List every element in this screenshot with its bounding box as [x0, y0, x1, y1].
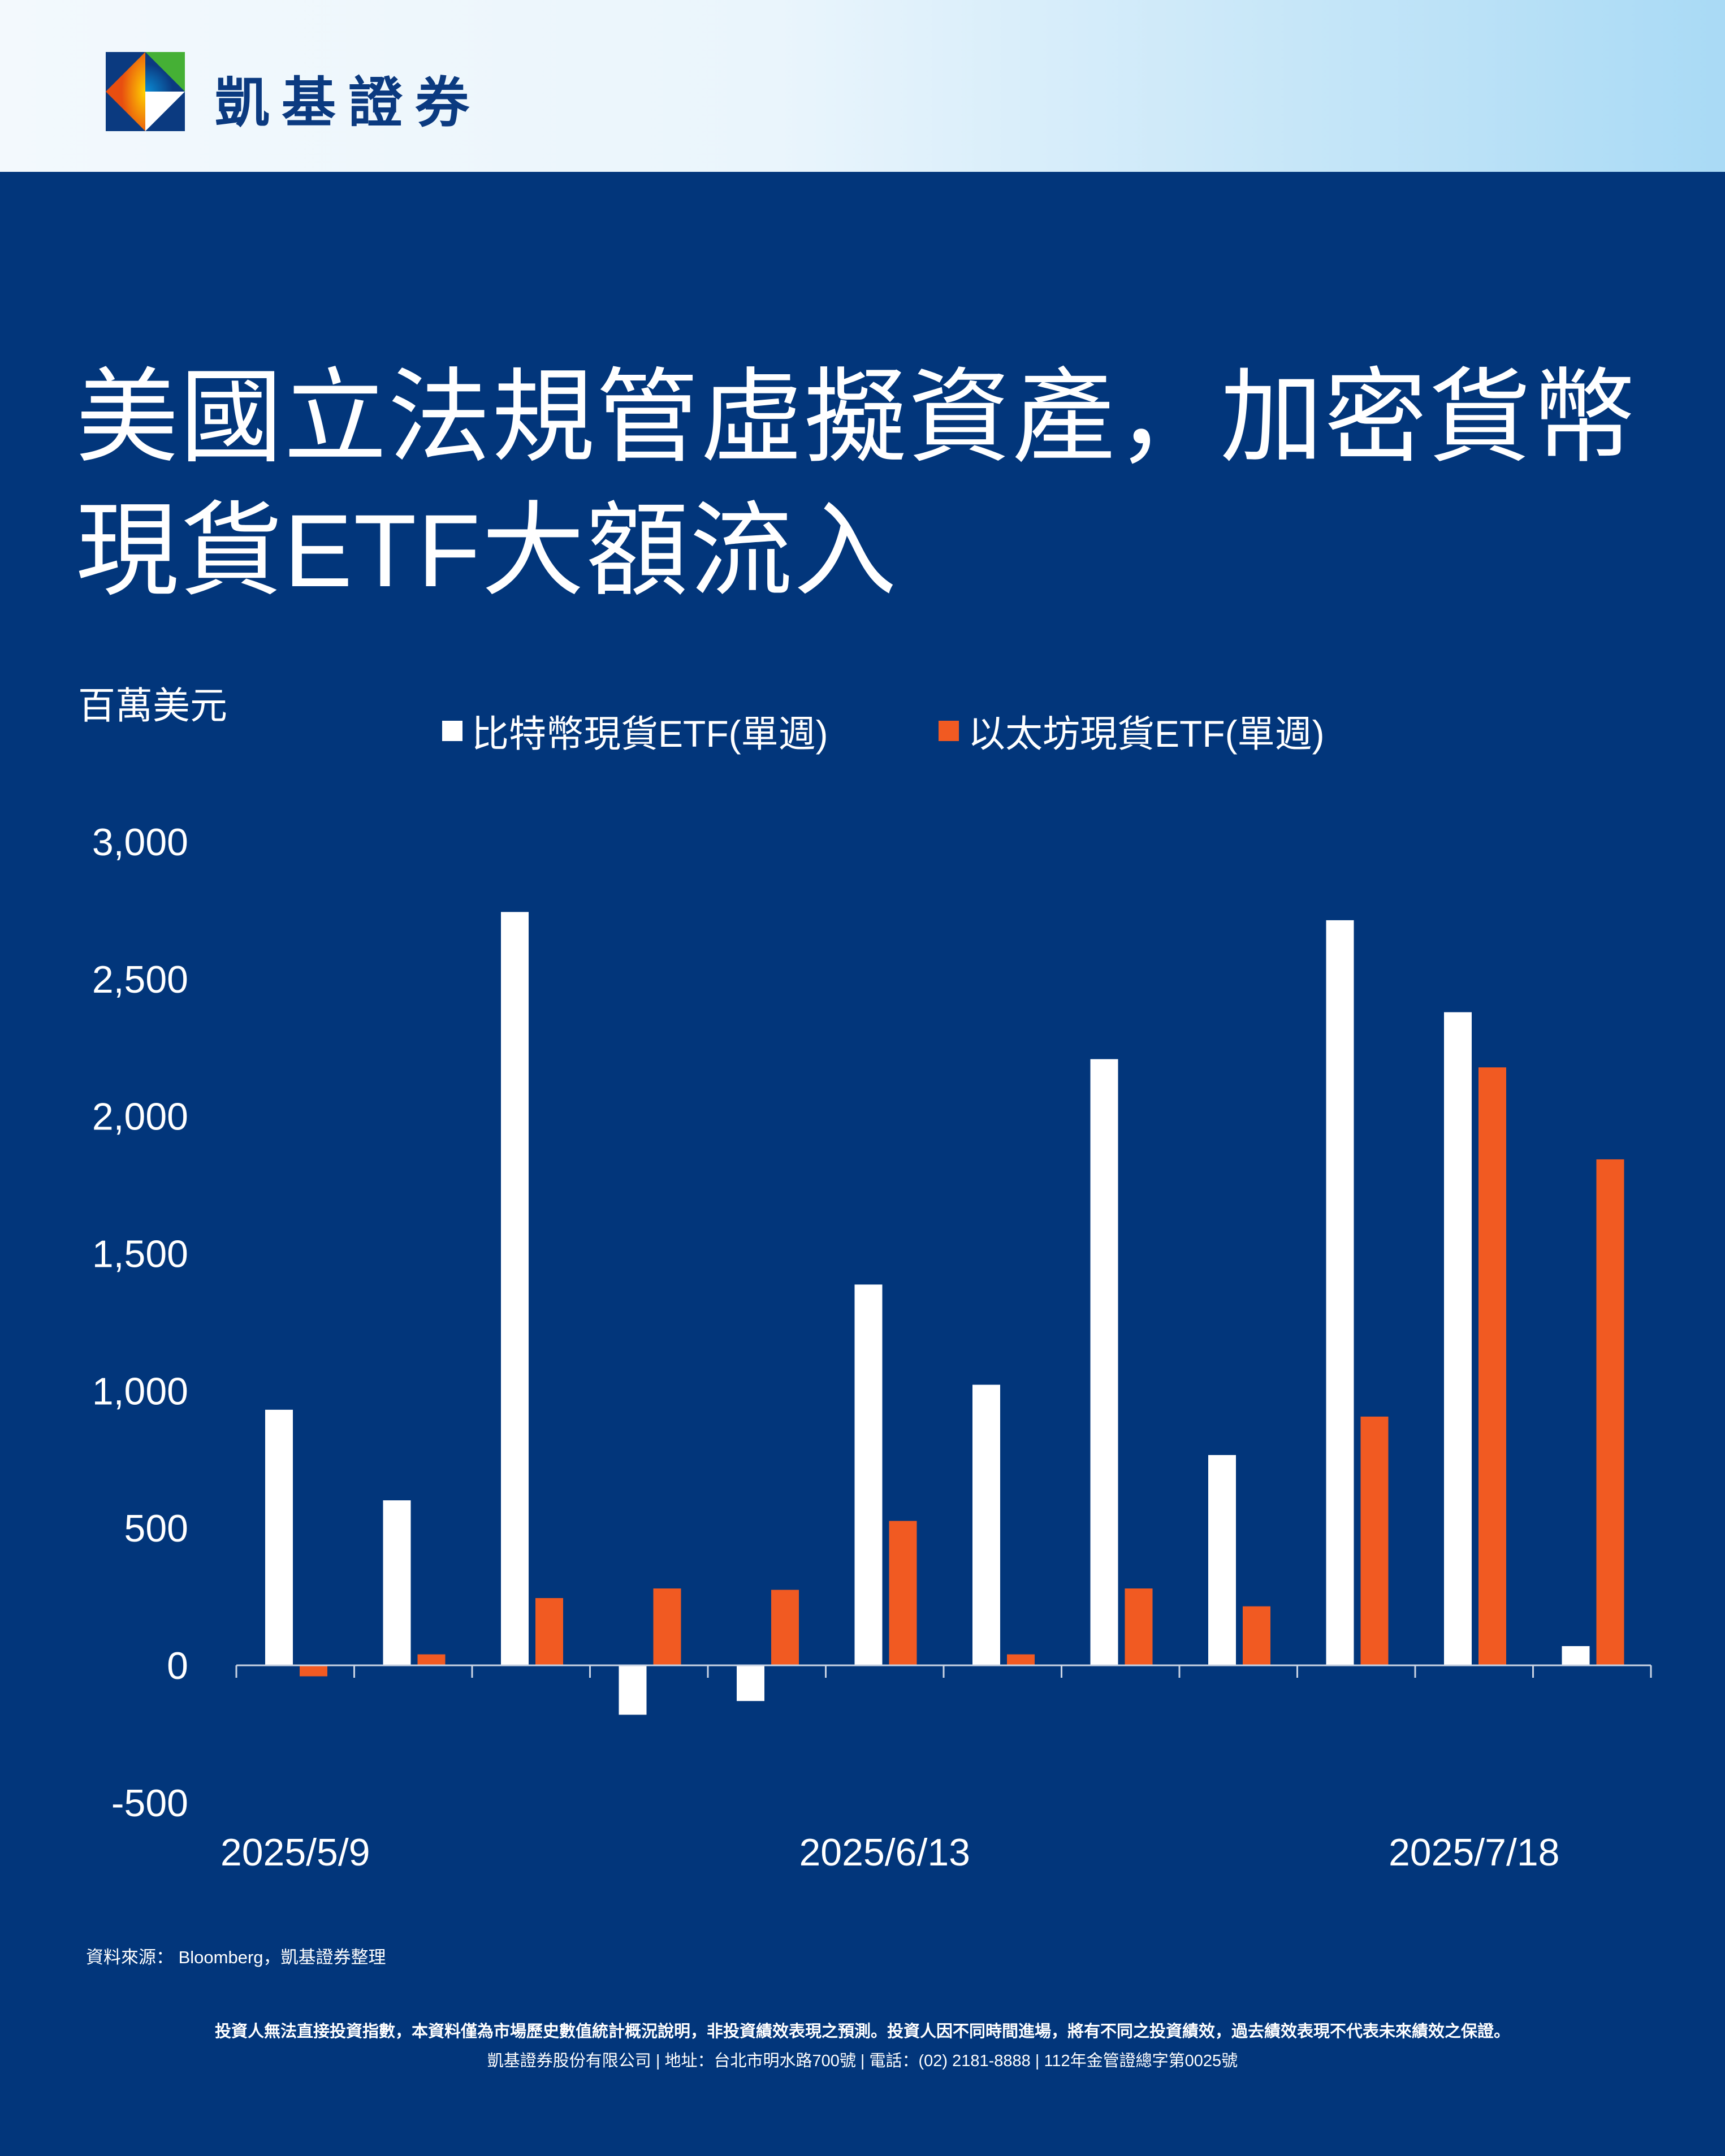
- bar-eth: [1243, 1606, 1270, 1665]
- x-tick-label: 2025/5/9: [221, 1831, 370, 1874]
- bar-btc: [501, 912, 529, 1665]
- bar-btc: [737, 1665, 764, 1702]
- bar-eth: [771, 1590, 799, 1665]
- bar-eth: [1125, 1588, 1153, 1665]
- bar-btc: [383, 1500, 411, 1665]
- bar-btc: [1444, 1012, 1472, 1665]
- legend-label-eth: 以太坊現貨ETF(單週): [968, 713, 1325, 755]
- legend-label-btc: 比特幣現貨ETF(單週): [472, 713, 828, 755]
- bar-btc: [1208, 1454, 1236, 1665]
- bar-btc: [1326, 920, 1354, 1665]
- kgi-logo-icon: [106, 52, 185, 131]
- bar-btc: [1562, 1646, 1590, 1665]
- bar-eth: [1360, 1416, 1389, 1665]
- bar-eth: [1478, 1067, 1506, 1665]
- brand-name: 凱基證券: [215, 71, 482, 135]
- legend-swatch-btc: [442, 721, 462, 741]
- bar-eth: [889, 1521, 917, 1665]
- company-info: 凱基證券股份有限公司 | 地址：台北市明水路700號 | 電話：(02) 218…: [487, 2052, 1238, 2070]
- legend-btc: 比特幣現貨ETF(單週): [442, 704, 828, 758]
- source-note: 資料來源： Bloomberg，凱基證券整理: [86, 1947, 386, 1967]
- title-line-1: 美國立法規管虛擬資產，加密貨幣: [76, 360, 1636, 475]
- y-tick-label: 2,500: [92, 958, 188, 1001]
- header: 凱基證券: [0, 0, 1725, 172]
- x-tick-label: 2025/7/18: [1389, 1831, 1560, 1874]
- disclaimer: 投資人無法直接投資指數，本資料僅為市場歷史數值統計概況說明，非投資績效表現之預測…: [214, 2023, 1510, 2041]
- bar-btc: [972, 1384, 1000, 1665]
- legend-swatch-eth: [939, 721, 959, 741]
- bar-eth: [653, 1588, 681, 1665]
- y-tick-label: 0: [167, 1644, 188, 1687]
- y-tick-label: -500: [111, 1782, 188, 1825]
- bar-eth: [1596, 1159, 1624, 1665]
- x-tick-label: 2025/6/13: [799, 1831, 970, 1874]
- bar-btc: [619, 1665, 647, 1715]
- y-axis-unit: 百萬美元: [78, 685, 227, 726]
- bar-eth: [1007, 1654, 1035, 1665]
- page-title: 美國立法規管虛擬資產，加密貨幣 現貨ETF大額流入: [76, 350, 1636, 617]
- title-line-2: 現貨ETF大額流入: [76, 493, 898, 608]
- y-tick-label: 3,000: [92, 821, 188, 864]
- y-tick-label: 500: [124, 1507, 188, 1550]
- bar-btc: [265, 1409, 293, 1665]
- y-tick-label: 2,000: [92, 1096, 188, 1138]
- bar-btc: [1090, 1059, 1118, 1665]
- bar-eth: [417, 1654, 446, 1665]
- y-tick-label: 1,500: [92, 1233, 188, 1276]
- y-tick-label: 1,000: [92, 1370, 188, 1413]
- legend-eth: 以太坊現貨ETF(單週): [939, 704, 1325, 758]
- bar-eth: [535, 1598, 563, 1665]
- bar-eth: [300, 1665, 327, 1677]
- bar-btc: [854, 1284, 883, 1665]
